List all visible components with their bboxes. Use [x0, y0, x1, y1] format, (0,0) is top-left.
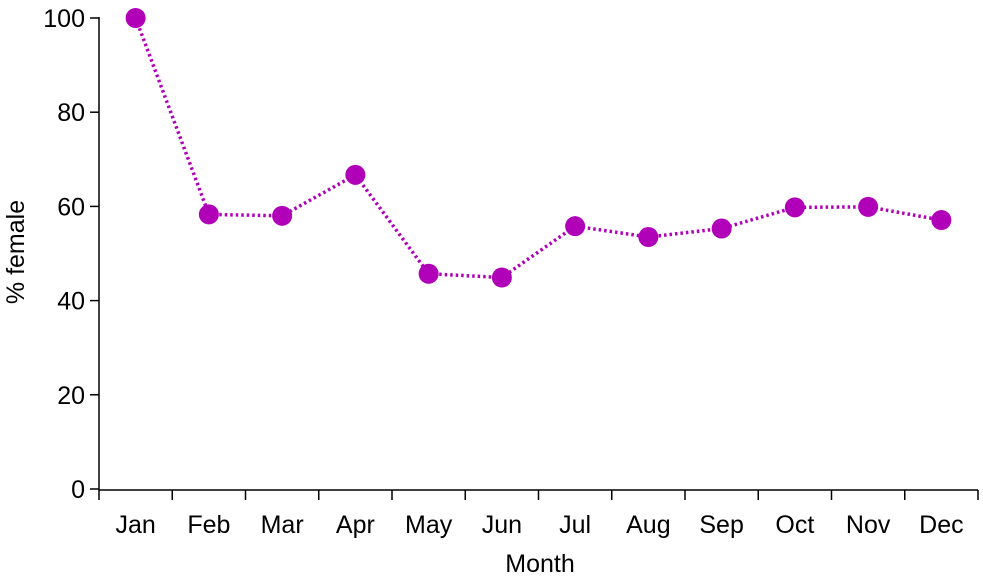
x-tick-label: Oct	[775, 511, 814, 539]
x-tick-label: Apr	[336, 511, 375, 539]
y-axis-title: % female	[2, 200, 30, 304]
series-group	[125, 8, 952, 288]
x-tick-label: Nov	[846, 511, 891, 539]
y-tick-label: 60	[57, 193, 85, 221]
axes: 0 20 40 60 80 100 Jan Feb Mar Apr May Jun Jul Aug Sep O…	[43, 5, 979, 539]
series-line	[133, 17, 942, 280]
x-tick-label: Aug	[626, 511, 670, 539]
data-point	[198, 204, 219, 225]
data-point	[345, 164, 366, 185]
data-point	[491, 267, 512, 288]
data-point	[125, 8, 146, 28]
x-tick-label: Jun	[482, 511, 522, 539]
x-tick-label: Feb	[187, 511, 230, 539]
y-tick-label: 20	[57, 382, 85, 410]
x-tick-label: May	[405, 511, 453, 539]
x-tick-label: Dec	[919, 511, 963, 539]
data-point	[418, 263, 439, 284]
data-point	[565, 216, 586, 237]
y-tick-label: 80	[57, 99, 85, 127]
data-point	[272, 205, 293, 226]
x-tick-label: Mar	[261, 511, 304, 539]
data-point	[931, 210, 952, 231]
data-point	[858, 196, 879, 217]
data-point	[711, 218, 732, 239]
data-point	[784, 197, 805, 218]
y-tick-label: 100	[43, 5, 85, 33]
x-tick-label: Sep	[699, 511, 743, 539]
y-tick-label: 0	[71, 476, 85, 504]
data-point	[638, 227, 659, 248]
y-tick-label: 40	[57, 288, 85, 316]
x-axis-title: Month	[505, 550, 574, 578]
x-tick-label: Jul	[559, 511, 591, 539]
x-tick-label: Jan	[115, 511, 155, 539]
